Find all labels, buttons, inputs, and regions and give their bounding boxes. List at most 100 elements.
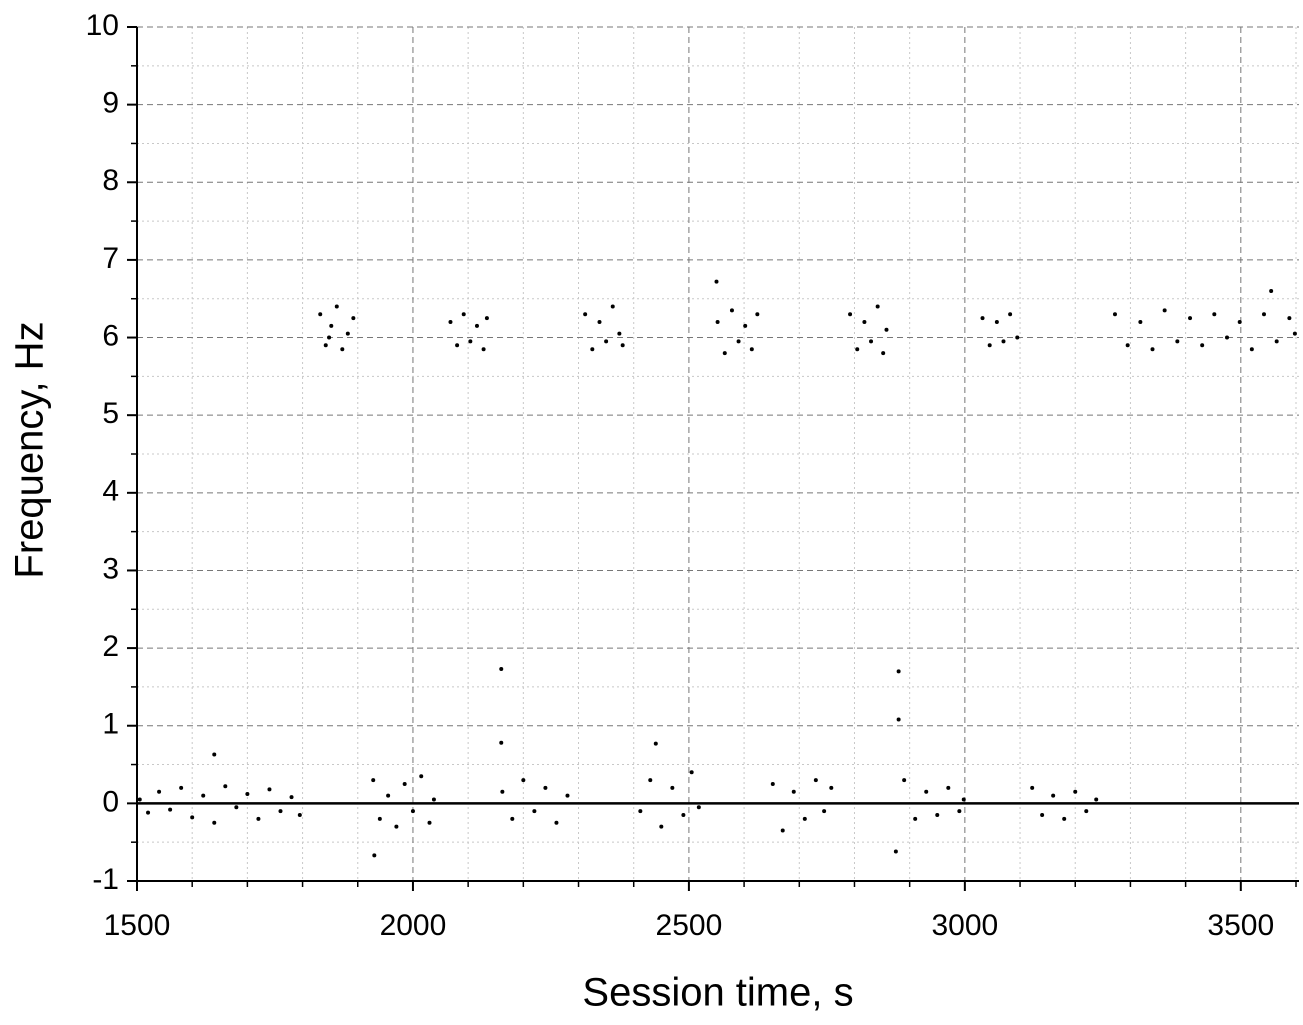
point bbox=[1150, 347, 1155, 352]
point bbox=[770, 781, 775, 786]
point bbox=[755, 312, 760, 317]
point bbox=[223, 784, 228, 789]
y-axis-title: Frequency, Hz bbox=[8, 321, 52, 578]
y-tick-label: -1 bbox=[92, 863, 119, 896]
point bbox=[327, 335, 332, 340]
point bbox=[791, 789, 796, 794]
y-tick-label: 4 bbox=[102, 475, 119, 508]
point bbox=[345, 331, 350, 336]
y-tick-label: 7 bbox=[102, 242, 119, 275]
point bbox=[1274, 339, 1279, 344]
point bbox=[297, 813, 302, 818]
point bbox=[604, 339, 609, 344]
point bbox=[371, 778, 376, 783]
point bbox=[689, 770, 694, 775]
point bbox=[1249, 347, 1254, 352]
point bbox=[499, 667, 504, 672]
point bbox=[289, 795, 294, 800]
point bbox=[913, 816, 918, 821]
point bbox=[714, 279, 719, 284]
point bbox=[323, 343, 328, 348]
x-axis-title: Session time, s bbox=[582, 971, 853, 1015]
point bbox=[419, 774, 424, 779]
point bbox=[659, 824, 664, 829]
point bbox=[896, 669, 901, 674]
point bbox=[431, 797, 436, 802]
point bbox=[212, 752, 217, 757]
point bbox=[957, 809, 962, 814]
point bbox=[881, 351, 886, 356]
point bbox=[583, 312, 588, 317]
point bbox=[1001, 339, 1006, 344]
point bbox=[1237, 320, 1242, 325]
point bbox=[267, 787, 272, 792]
point bbox=[597, 320, 602, 325]
point bbox=[468, 339, 473, 344]
point bbox=[554, 820, 559, 825]
x-tick-label: 3000 bbox=[931, 909, 998, 942]
point bbox=[896, 717, 901, 722]
point bbox=[869, 339, 874, 344]
y-tick-label: 0 bbox=[102, 785, 119, 818]
point bbox=[1200, 343, 1205, 348]
point bbox=[1225, 335, 1230, 340]
point bbox=[829, 785, 834, 790]
point bbox=[1051, 793, 1056, 798]
point bbox=[780, 828, 785, 833]
point bbox=[987, 343, 992, 348]
point bbox=[256, 816, 261, 821]
point bbox=[1261, 312, 1266, 317]
point bbox=[137, 797, 142, 802]
point bbox=[201, 793, 206, 798]
point bbox=[484, 316, 489, 321]
point bbox=[743, 323, 748, 328]
point bbox=[670, 785, 675, 790]
y-tick-label: 8 bbox=[102, 164, 119, 197]
y-tick-label: 2 bbox=[102, 630, 119, 663]
point bbox=[590, 347, 595, 352]
point bbox=[1138, 320, 1143, 325]
point bbox=[1073, 789, 1078, 794]
point bbox=[351, 316, 356, 321]
point bbox=[715, 320, 720, 325]
point bbox=[179, 785, 184, 790]
point bbox=[980, 316, 985, 321]
point bbox=[329, 323, 334, 328]
point bbox=[1175, 339, 1180, 344]
point bbox=[749, 347, 754, 352]
point bbox=[510, 816, 515, 821]
point bbox=[565, 793, 570, 798]
point bbox=[648, 778, 653, 783]
point bbox=[455, 343, 460, 348]
point bbox=[157, 789, 162, 794]
point bbox=[427, 820, 432, 825]
point bbox=[334, 304, 339, 309]
point bbox=[736, 339, 741, 344]
point bbox=[448, 320, 453, 325]
x-tick-label: 2500 bbox=[656, 909, 723, 942]
point bbox=[961, 797, 966, 802]
point bbox=[696, 805, 701, 810]
point bbox=[935, 813, 940, 818]
point bbox=[543, 785, 548, 790]
point bbox=[1094, 797, 1099, 802]
point bbox=[848, 312, 853, 317]
point bbox=[410, 809, 415, 814]
point bbox=[474, 323, 479, 328]
point bbox=[461, 312, 466, 317]
point bbox=[532, 809, 537, 814]
point bbox=[1292, 331, 1297, 336]
point bbox=[386, 793, 391, 798]
point bbox=[1062, 816, 1067, 821]
point bbox=[1040, 813, 1045, 818]
y-tick-label: 5 bbox=[102, 397, 119, 430]
point bbox=[855, 347, 860, 352]
point bbox=[653, 741, 658, 746]
point bbox=[610, 304, 615, 309]
point bbox=[722, 351, 727, 356]
y-tick-label: 3 bbox=[102, 552, 119, 585]
x-tick-label: 3500 bbox=[1207, 909, 1274, 942]
point bbox=[245, 792, 250, 797]
point bbox=[278, 809, 283, 814]
